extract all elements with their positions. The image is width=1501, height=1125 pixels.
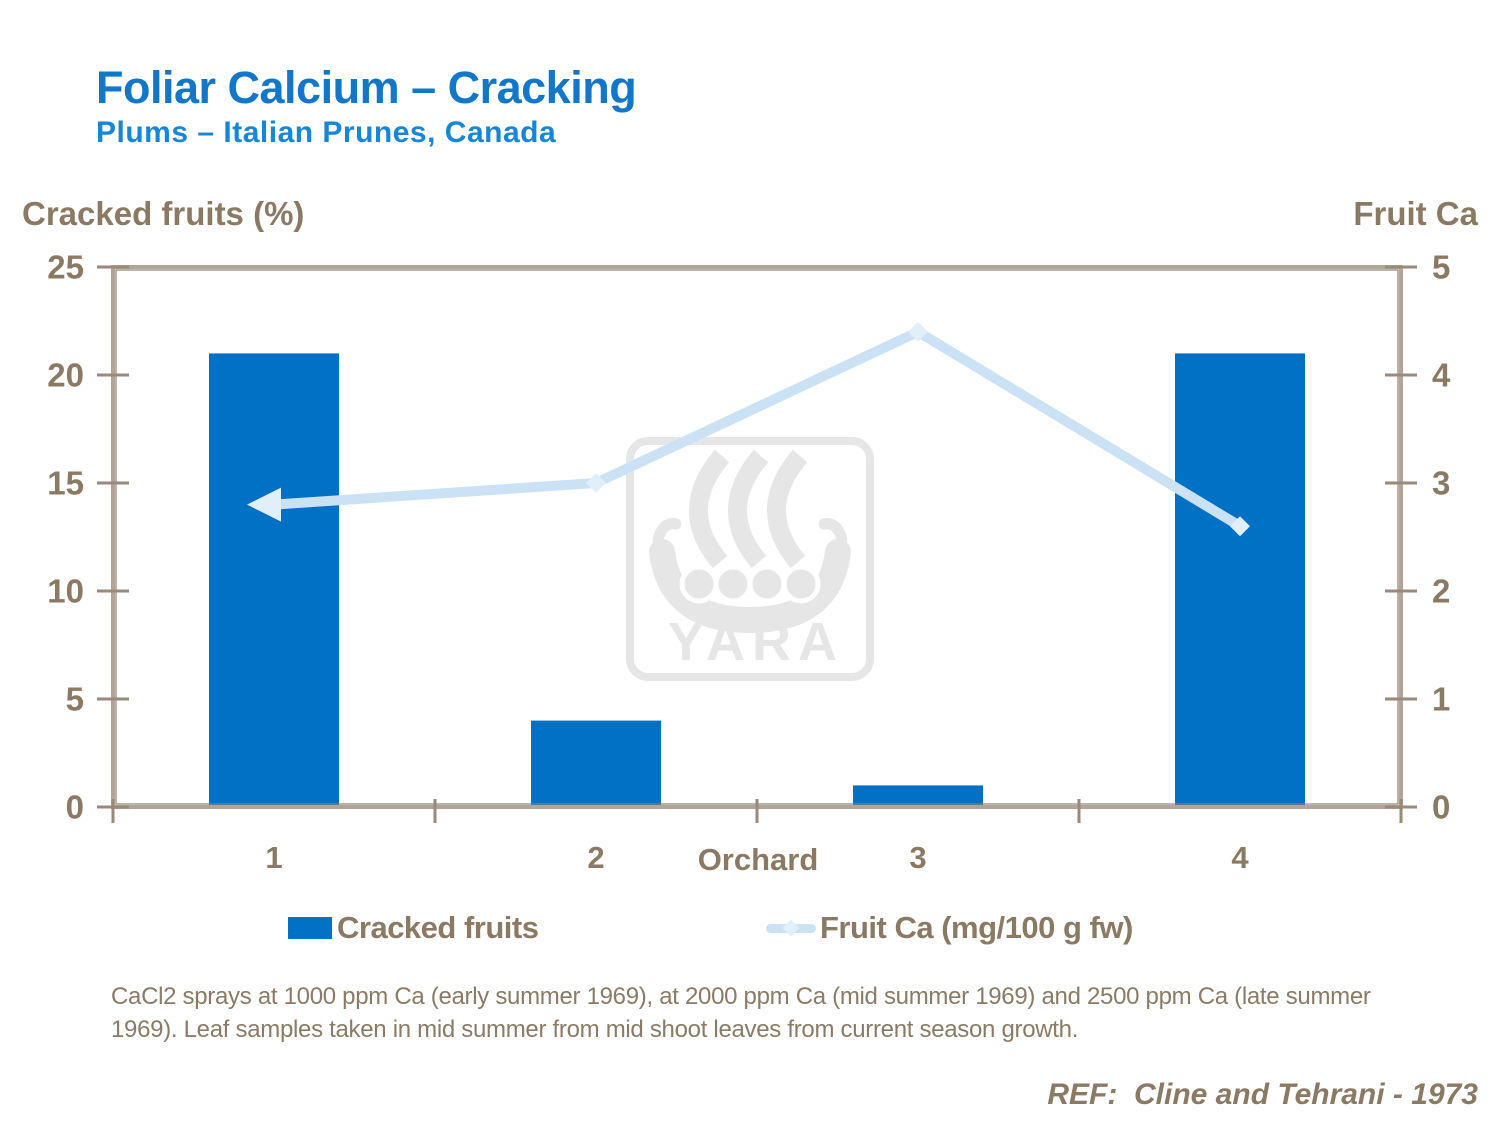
- line-layer: [247, 321, 1250, 537]
- left-tick-label: 5: [66, 681, 84, 718]
- legend-line-swatch: [766, 919, 816, 936]
- bar-3: [853, 785, 983, 807]
- ticks-layer: 0 5 10 15 20 25 0 1 2 3 4 5 1 2 3 4: [47, 249, 1451, 876]
- legend-label-fruit-ca: Fruit Ca (mg/100 g fw): [820, 910, 1133, 945]
- line-point-marker: [908, 321, 928, 342]
- right-tick-label: 2: [1432, 573, 1450, 610]
- bar-1: [209, 353, 339, 807]
- right-tick-label: 4: [1432, 357, 1451, 394]
- right-tick-label: 1: [1432, 681, 1450, 718]
- right-axis-title: Fruit Ca: [1353, 195, 1478, 232]
- x-category-label: 4: [1231, 840, 1249, 875]
- left-tick-label: 0: [66, 789, 84, 826]
- bar-4: [1175, 353, 1305, 807]
- left-tick-label: 20: [47, 357, 84, 394]
- left-tick-label: 25: [47, 249, 84, 286]
- line-point-marker: [1230, 516, 1250, 537]
- x-category-label: 1: [265, 840, 282, 875]
- fruit-ca-line: [269, 326, 1245, 532]
- reference-text: REF: Cline and Tehrani - 1973: [1047, 1078, 1478, 1111]
- x-category-label: 3: [909, 840, 926, 875]
- watermark-text: YARA: [668, 612, 844, 672]
- left-axis-title: Cracked fruits (%): [22, 195, 305, 232]
- x-category-label: 2: [587, 840, 604, 875]
- legend-item-cracked-fruits: Cracked fruits: [288, 908, 539, 948]
- line-start-arrow: [247, 487, 281, 522]
- page-subtitle: Plums – Italian Prunes, Canada: [96, 116, 557, 149]
- legend-line-marker: [782, 919, 800, 936]
- x-axis-title: Orchard: [697, 842, 819, 877]
- right-tick-label: 5: [1432, 249, 1450, 286]
- legend-bar-swatch: [288, 917, 332, 939]
- yara-watermark-logo: YARA: [626, 437, 874, 681]
- page-title: Foliar Calcium – Cracking: [96, 62, 637, 113]
- bar-2: [531, 720, 661, 807]
- chart-legend: Cracked fruits Fruit Ca (mg/100 g fw): [0, 908, 1501, 952]
- bars-layer: [209, 353, 1305, 807]
- left-tick-label: 15: [47, 465, 84, 502]
- legend-label-cracked-fruits: Cracked fruits: [337, 910, 539, 945]
- left-tick-label: 10: [47, 573, 84, 610]
- line-point-marker: [586, 473, 606, 493]
- right-tick-label: 0: [1432, 789, 1450, 826]
- legend-item-fruit-ca: Fruit Ca (mg/100 g fw): [766, 908, 1133, 948]
- watermark-shields: [679, 564, 821, 604]
- right-tick-label: 3: [1432, 465, 1450, 502]
- footnote-text: CaCl2 sprays at 1000 ppm Ca (early summe…: [111, 983, 1371, 1043]
